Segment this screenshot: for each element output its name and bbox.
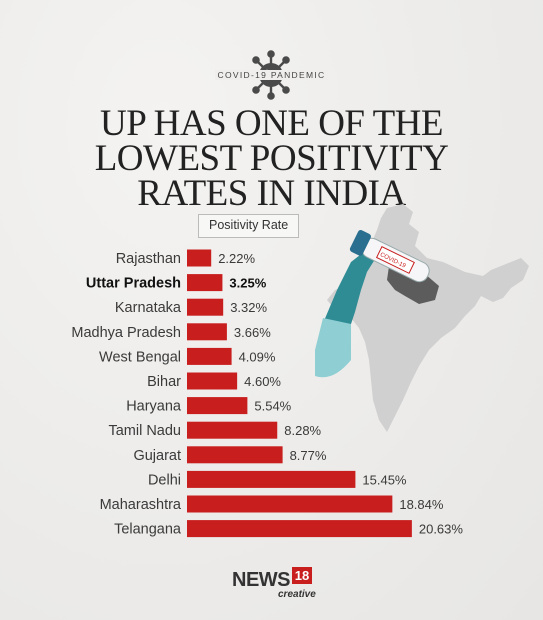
category-label: Haryana [126, 399, 182, 415]
value-label: 15.45% [362, 472, 407, 487]
category-label: West Bengal [99, 349, 181, 365]
news18-logo: NEWS 18 creative [232, 567, 322, 604]
value-label: 8.77% [290, 448, 327, 463]
bar [187, 249, 212, 267]
category-label: Delhi [148, 472, 181, 488]
category-label: Gujarat [133, 448, 181, 464]
value-label: 3.32% [230, 300, 267, 315]
bars [187, 249, 412, 538]
category-labels: Rajasthan Uttar Pradesh Karnataka Madhya Pr… [71, 251, 182, 538]
value-label: 4.60% [244, 374, 281, 389]
logo-sub: creative [278, 589, 316, 600]
bar [187, 298, 224, 316]
title-line: LOWEST POSITIVITY [94, 138, 449, 179]
legend-label: Positivity Rate [198, 214, 300, 238]
value-label: 2.22% [218, 251, 255, 266]
logo-brand: NEWS [232, 569, 291, 591]
bar [187, 470, 356, 488]
value-label: 5.54% [254, 399, 291, 414]
bar [187, 495, 393, 513]
value-label: 3.25% [229, 276, 266, 291]
title-line: RATES IN INDIA [137, 173, 406, 214]
value-label: 3.66% [234, 325, 271, 340]
category-label: Telangana [114, 522, 182, 538]
page-title: UP HAS ONE OF THE LOWEST POSITIVITY RATE… [0, 103, 543, 214]
category-label: Maharashtra [100, 497, 182, 513]
test-tube-illustration: COVID-19 [349, 230, 430, 283]
category-label: Rajasthan [116, 251, 181, 267]
bar [187, 520, 412, 538]
bar [187, 397, 248, 415]
category-label: Uttar Pradesh [86, 276, 181, 292]
category-label: Karnataka [115, 300, 182, 316]
bar [187, 421, 278, 439]
category-label: Tamil Nadu [108, 423, 181, 439]
logo-number: 18 [292, 567, 312, 584]
value-label: 8.28% [284, 423, 321, 438]
bar [187, 446, 283, 464]
value-label: 4.09% [239, 349, 276, 364]
bar [187, 274, 223, 292]
bar [187, 372, 238, 390]
category-label: Bihar [147, 374, 181, 390]
category-label: Madhya Pradesh [71, 325, 181, 341]
india-map-illustration: COVID-19 [315, 204, 529, 432]
value-label: 18.84% [399, 497, 444, 512]
title-line: UP HAS ONE OF THE [99, 103, 444, 144]
value-labels: 2.22% 3.25% 3.32% 3.66% 4.09% 4.60% 5.54% 8.28%… [218, 251, 463, 537]
bar [187, 323, 227, 341]
tagline: COVID-19 PANDEMIC [0, 70, 543, 80]
bar [187, 347, 232, 365]
value-label: 20.63% [419, 522, 464, 537]
